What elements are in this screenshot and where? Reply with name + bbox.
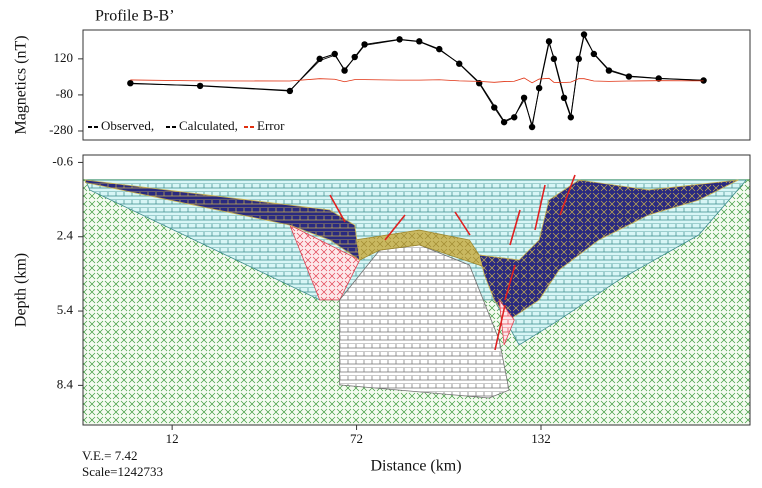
data-point [491,104,498,111]
series-line [130,35,704,127]
data-point [567,114,575,121]
y-axis-label: Depth (km) [13,253,30,327]
data-point [520,94,528,102]
data-point [580,31,588,38]
fault [534,184,546,231]
fault [454,211,471,236]
plot-frame [82,154,751,426]
x-tick-label: 132 [531,431,551,446]
legend-label: Calculated, [179,118,238,133]
fault [384,214,406,241]
data-point [361,41,368,48]
fault [559,174,576,216]
y-tick-label: -0.6 [52,153,73,168]
fault [329,194,346,223]
y-tick-label: 8.4 [57,376,74,391]
y-axis-label: Magnetics (nT) [13,35,30,134]
y-tick-label: -280 [49,122,73,137]
data-point [511,114,518,121]
chart-title: Profile B-B’ [95,8,175,25]
data-point [625,73,633,80]
data-point [545,38,553,45]
y-tick-label: 2.4 [57,228,74,243]
x-tick-label: 12 [166,431,179,446]
data-point [341,67,348,74]
fault [509,209,521,246]
y-tick-label: 5.4 [57,302,74,317]
geologic-body [85,179,361,261]
y-tick-label: 120 [54,50,74,65]
data-point [605,67,613,74]
fault [494,304,506,351]
note: V.E.= 7.42 [82,448,138,463]
series-line [130,33,704,128]
data-point [528,123,536,131]
series-line [130,77,704,84]
y-tick-label: -80 [56,86,73,101]
x-tick-label: 72 [350,431,363,446]
legend-label: Observed, [101,118,154,133]
legend-label: Error [257,118,285,133]
data-point [550,55,558,63]
plot-frame [82,29,751,141]
fault [504,264,516,301]
x-axis-label: Distance (km) [370,458,461,475]
note: Scale=1242733 [82,464,163,479]
faults [329,174,576,351]
data-point [127,79,134,87]
